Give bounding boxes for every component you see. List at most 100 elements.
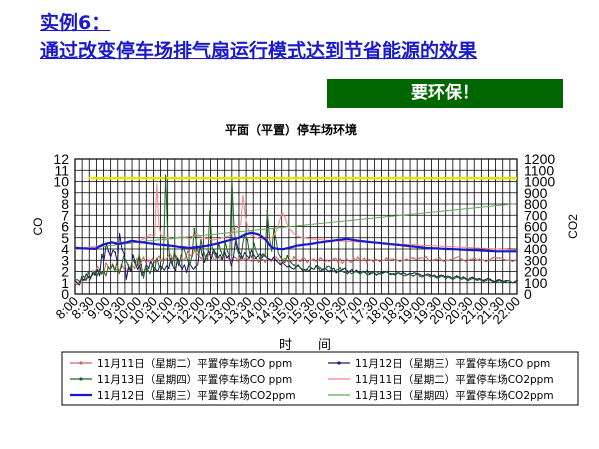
y-left-axis-label: CO <box>31 218 45 236</box>
series-point <box>392 272 395 275</box>
series-point <box>471 277 474 280</box>
series-point <box>372 260 375 263</box>
series-point <box>392 258 395 260</box>
series-point <box>200 257 202 259</box>
series-point <box>286 254 289 257</box>
series-point <box>458 256 461 258</box>
series-point <box>432 275 434 277</box>
series-point <box>268 258 271 260</box>
series-point <box>200 239 202 241</box>
slide-title-line1: 实例6： <box>40 12 111 34</box>
series-point <box>342 268 344 271</box>
y-left-tick-label: 8 <box>61 196 69 212</box>
series-point <box>312 258 315 260</box>
y-left-tick-label: 7 <box>61 207 69 223</box>
series-point <box>266 209 269 212</box>
series-point <box>326 259 328 262</box>
series-point <box>418 275 421 277</box>
series-point <box>326 266 328 268</box>
series-point <box>379 272 381 275</box>
series-point <box>379 260 381 263</box>
series-point <box>194 266 197 268</box>
series-point <box>385 270 388 273</box>
series-point <box>121 248 123 250</box>
legend-box <box>61 351 579 406</box>
series-point <box>107 250 110 253</box>
series-point <box>206 259 209 262</box>
series-point <box>405 258 408 260</box>
series-point <box>173 258 176 260</box>
series-point <box>438 276 441 278</box>
y-right-tick-label: 1000 <box>524 174 555 190</box>
y-right-tick-label: 600 <box>524 219 548 235</box>
series-point <box>181 268 184 271</box>
series-point <box>498 257 501 259</box>
eco-banner: 要环保！ <box>327 79 563 108</box>
series-point <box>365 261 368 264</box>
series-point <box>80 281 83 284</box>
series-point <box>221 258 224 260</box>
series-point <box>292 263 295 266</box>
series-point <box>214 252 217 255</box>
series-point <box>213 252 216 255</box>
legend-label: 11月13日（星期四）平置停车场CO ppm <box>97 373 292 386</box>
series-point <box>174 269 177 272</box>
y-left-tick-label: 2 <box>61 264 69 280</box>
series-point <box>339 258 342 260</box>
series-point <box>201 253 204 256</box>
series-point <box>505 280 507 283</box>
series-point <box>345 269 348 272</box>
series-point <box>147 269 149 272</box>
series-point <box>74 279 76 282</box>
series-point <box>445 277 448 280</box>
series-point <box>248 257 251 259</box>
series-point <box>438 257 441 259</box>
series-line <box>75 231 517 253</box>
y-right-tick-label: 500 <box>524 230 548 246</box>
series-point <box>399 272 401 275</box>
y-left-tick-label: 10 <box>53 174 69 190</box>
series-point <box>498 279 501 282</box>
y-left-tick-label: 6 <box>61 219 69 235</box>
series-point <box>220 250 222 253</box>
series-point <box>166 256 169 258</box>
y-right-tick-label: 900 <box>524 185 548 201</box>
series-point <box>113 270 116 273</box>
series-point <box>432 259 434 262</box>
legend-label: 11月12日（星期三）平置停车场CO2ppm <box>97 389 296 402</box>
series-point <box>114 251 117 254</box>
series-point <box>418 257 421 259</box>
y-left-tick-label: 3 <box>61 252 69 268</box>
y-right-tick-label: 700 <box>524 207 548 223</box>
series-point <box>491 257 494 259</box>
series-point <box>193 227 196 230</box>
series-point <box>425 274 428 276</box>
y-right-tick-label: 0 <box>524 286 532 302</box>
series-point <box>160 260 163 263</box>
series-point <box>220 258 222 260</box>
series-point <box>286 260 289 263</box>
series-point <box>226 250 229 253</box>
series-point <box>253 242 255 245</box>
legend-swatch-marker <box>79 377 83 381</box>
series-point <box>292 256 295 258</box>
series-point <box>180 254 183 257</box>
series-point <box>485 260 487 263</box>
series-point <box>372 271 375 274</box>
series-point <box>399 260 401 263</box>
series-point <box>173 250 176 253</box>
series-point <box>299 267 302 269</box>
y-right-tick-label: 800 <box>524 196 548 212</box>
series-point <box>425 256 428 258</box>
series-line <box>74 249 518 286</box>
series-point <box>127 263 129 266</box>
series-point <box>365 272 368 275</box>
x-axis-label: 时 间 <box>279 338 331 353</box>
series-point <box>246 239 249 241</box>
series-point <box>402 271 405 274</box>
series-point <box>462 276 465 278</box>
series-point <box>253 258 255 260</box>
series-point <box>319 267 322 269</box>
plot-frame <box>74 158 518 295</box>
